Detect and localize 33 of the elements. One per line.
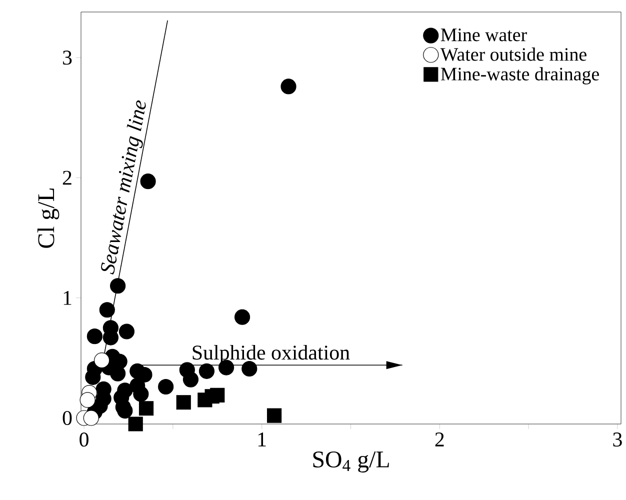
- point: [110, 278, 126, 294]
- point: [128, 416, 143, 432]
- x-tick-label: 1: [258, 432, 266, 446]
- y-tick-label: 0: [62, 410, 72, 426]
- y-axis-title: Cl g/L: [37, 188, 60, 248]
- y-tick-label: 2: [62, 170, 72, 185]
- point: [118, 324, 134, 340]
- point: [138, 401, 154, 416]
- point: [83, 410, 99, 426]
- x-axis-title: SO$_{4}$ g/L: [313, 451, 389, 472]
- point: [94, 352, 110, 368]
- legend-label: Water outside mine: [440, 48, 586, 61]
- x-tick-label: 3: [613, 432, 622, 447]
- series-label: Sulphide oxidation: [192, 344, 350, 364]
- point: [176, 395, 191, 410]
- x-tick-label: 0: [80, 432, 88, 447]
- point: [266, 408, 282, 423]
- point: [86, 328, 102, 344]
- point: [234, 309, 250, 325]
- y-tick-label: 1: [64, 290, 72, 305]
- point: [182, 372, 199, 388]
- point: [280, 78, 296, 94]
- text: Seawater mixing line: [101, 100, 146, 274]
- point: [198, 363, 215, 379]
- point: [99, 302, 115, 318]
- point: [158, 378, 174, 395]
- legend-label: Mine water: [440, 28, 527, 42]
- point: [210, 388, 225, 402]
- point: [133, 386, 149, 402]
- legend-label: Mine-waste drainage: [440, 67, 599, 84]
- x-tick-label: 2: [435, 432, 444, 446]
- y-tick-label: 3: [63, 50, 72, 65]
- point: [80, 392, 96, 408]
